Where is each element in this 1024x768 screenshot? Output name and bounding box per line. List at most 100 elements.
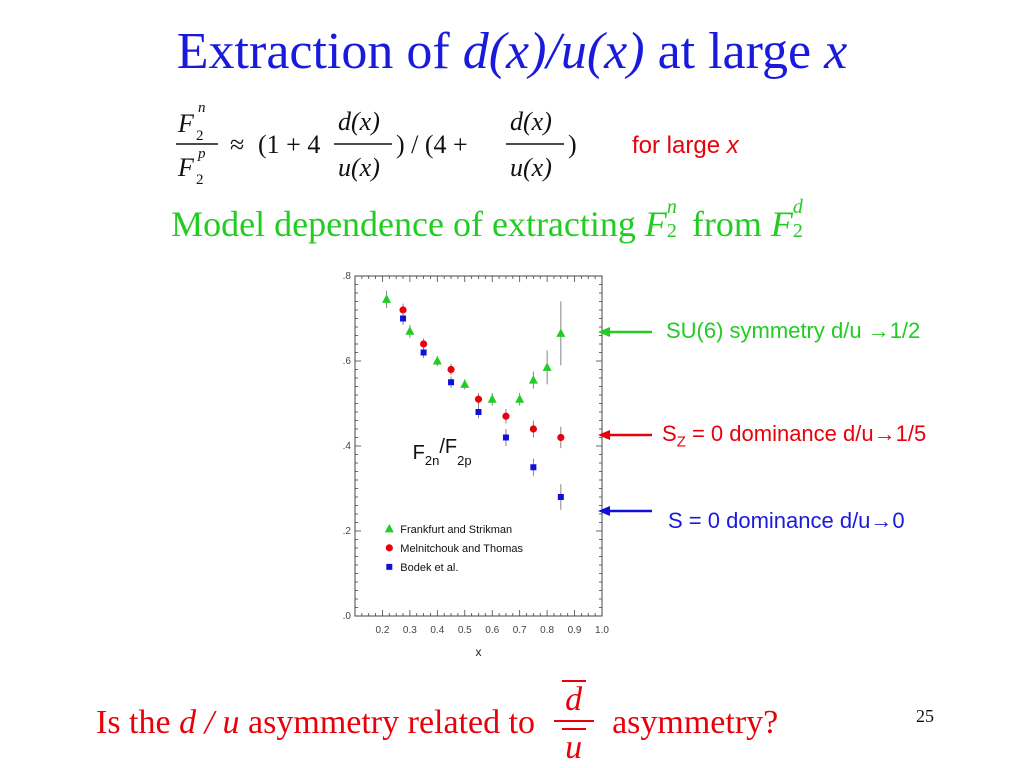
- y-tick-label: .4: [343, 441, 352, 452]
- chart-svg: 0.2 0.3 0.4 0.5 0.6 0.7 0.8 0.9 1.0 .0 .2 .4 .6 .8 x F2…: [343, 271, 610, 659]
- x-tick-label: 0.5: [458, 625, 472, 636]
- x-tick-label: 0.7: [513, 625, 527, 636]
- title-prefix: Extraction of: [176, 23, 450, 80]
- data-point-square: [557, 494, 564, 500]
- annotation-arrows: [598, 327, 652, 516]
- x-tick-label: 0.9: [568, 625, 582, 636]
- data-point-square: [448, 379, 455, 386]
- data-point-circle: [529, 425, 537, 433]
- legend-label: Frankfurt and Strikman: [400, 524, 512, 536]
- data-point-square: [400, 315, 407, 322]
- data-point-square: [530, 464, 537, 471]
- sz-prefix: S: [662, 421, 677, 446]
- data-point-triangle: [556, 328, 566, 337]
- data-point-triangle: [432, 356, 442, 365]
- s0-arrow: [598, 506, 652, 516]
- data-point-circle: [502, 412, 510, 420]
- lhs-num-sup: n: [198, 100, 206, 116]
- model-sub-n: 2: [666, 220, 677, 242]
- f2n-f2p-chart: 0.2 0.3 0.4 0.5 0.6 0.7 0.8 0.9 1.0 .0 .2 .4 .6 .8 x F2…: [322, 266, 622, 671]
- lhs-den-sup: p: [197, 146, 206, 162]
- data-point-circle: [474, 395, 483, 403]
- data-point-circle: [399, 306, 407, 314]
- data-point-triangle: [405, 326, 415, 335]
- sz-rest: = 0 dominance d/u→1/5: [685, 421, 927, 446]
- su6-arrow: [598, 327, 652, 337]
- data-point-triangle: [542, 362, 552, 371]
- s0-annotation: S = 0 dominance d/u→0: [668, 508, 905, 533]
- lhs-num-F: F: [177, 109, 195, 138]
- question-line: Is the d / u asymmetry related to d u as…: [96, 680, 779, 768]
- data-point-triangle: [528, 375, 538, 384]
- model-dependence-heading: Model dependence of extracting F n 2 fro…: [0, 196, 980, 245]
- legend-label: Bodek et al.: [400, 562, 458, 574]
- x-tick-label: 0.2: [375, 625, 389, 636]
- sz-sub: Z: [676, 433, 686, 451]
- formula-close: ): [568, 130, 577, 159]
- legend-marker-circle: [385, 544, 393, 552]
- slide-title: Extraction of d(x)/u(x) at large x: [0, 22, 1024, 81]
- data-point-circle: [420, 340, 428, 348]
- data-point-triangle: [382, 294, 392, 303]
- x-tick-label: 0.6: [485, 625, 499, 636]
- y-tick-label: .0: [343, 611, 352, 622]
- frac1-num: d(x): [338, 107, 380, 136]
- x-tick-label: 0.3: [403, 625, 417, 636]
- formula-svg: F 2 n F 2 p ≈ (1 + 4 d(x) u(x) ) / (4 + …: [176, 100, 577, 188]
- approx-sign: ≈: [230, 130, 244, 159]
- dbar-ubar-fraction: d u: [553, 680, 594, 766]
- question-mid: asymmetry related to: [248, 703, 536, 741]
- for-large-text: for large: [632, 132, 721, 159]
- data-point-triangle: [515, 394, 525, 403]
- formula-open: (1 + 4: [258, 130, 320, 159]
- title-var: x: [824, 23, 848, 80]
- data-point-circle: [447, 365, 455, 374]
- model-sup-d: d: [792, 196, 803, 218]
- ubar: u: [561, 728, 586, 766]
- ratio-formula: F 2 n F 2 p ≈ (1 + 4 d(x) u(x) ) / (4 + …: [170, 96, 610, 188]
- x-tick-label: 1.0: [595, 625, 609, 636]
- x-axis-label: x: [476, 645, 482, 659]
- model-sub-d: 2: [792, 220, 803, 242]
- y-tick-label: .2: [343, 526, 352, 537]
- title-mid: at large: [657, 23, 812, 80]
- model-F-n: F: [644, 204, 667, 244]
- y-tick-label: .6: [343, 356, 352, 367]
- data-point-square: [502, 434, 509, 441]
- lhs-num-sub: 2: [196, 128, 204, 144]
- y-tick-label: .8: [343, 271, 352, 282]
- x-tick-label: 0.8: [540, 625, 554, 636]
- question-math: d / u: [179, 703, 240, 741]
- frac1-den: u(x): [338, 153, 380, 182]
- frac2-den: u(x): [510, 153, 552, 182]
- model-from: from: [691, 204, 762, 244]
- data-point-triangle: [487, 394, 497, 403]
- x-tick-label: 0.4: [430, 625, 444, 636]
- data-point-triangle: [460, 379, 470, 388]
- lhs-den-F: F: [177, 153, 195, 182]
- model-text: Model dependence of extracting: [171, 204, 636, 244]
- sz-annotation: SZ = 0 dominance d/u→1/5: [662, 421, 926, 450]
- data-point-circle: [557, 433, 565, 442]
- frac2-num: d(x): [510, 107, 552, 136]
- model-F-d: F: [770, 204, 793, 244]
- dbar: d: [561, 680, 586, 718]
- legend-marker-triangle: [384, 523, 394, 533]
- for-large-var: x: [726, 132, 739, 159]
- legend-label: Melnitchouk and Thomas: [400, 543, 523, 555]
- su6-annotation: SU(6) symmetry d/u →1/2: [666, 318, 921, 343]
- question-end: asymmetry?: [612, 703, 779, 741]
- inner-ratio-label: F2n/F2p: [413, 436, 472, 468]
- data-point-square: [475, 409, 482, 415]
- for-large-x-note: for large x: [632, 132, 739, 160]
- model-sup-n: n: [666, 196, 677, 218]
- data-point-square: [420, 349, 427, 356]
- dbar-ubar-bar: [553, 720, 594, 722]
- formula-mid: ) / (4 +: [396, 130, 468, 159]
- sz-arrow: [598, 430, 652, 440]
- title-math: d(x)/u(x): [462, 23, 645, 80]
- legend-marker-square: [386, 563, 393, 570]
- page-number: 25: [916, 706, 934, 726]
- lhs-den-sub: 2: [196, 172, 204, 188]
- question-prefix: Is the: [96, 703, 171, 741]
